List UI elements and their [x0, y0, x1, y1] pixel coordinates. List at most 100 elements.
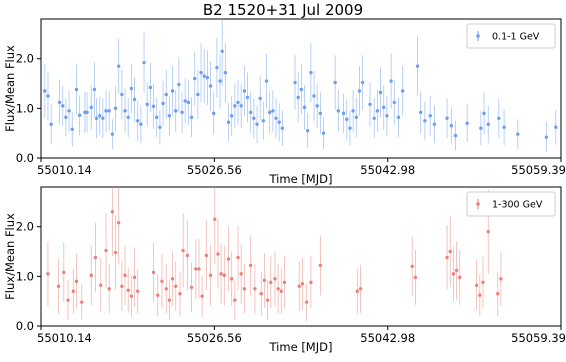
- data-point: [271, 109, 275, 113]
- data-point: [253, 287, 257, 291]
- data-point: [315, 104, 319, 108]
- data-point: [194, 267, 198, 271]
- legend-label: 0.1-1 GeV: [492, 32, 540, 43]
- data-point: [432, 122, 437, 126]
- data-point: [479, 126, 483, 130]
- data-point: [233, 104, 237, 108]
- data-point: [189, 285, 194, 289]
- data-point: [170, 277, 175, 281]
- data-point: [126, 115, 130, 119]
- data-point: [136, 119, 140, 123]
- data-point: [239, 104, 243, 108]
- data-point: [77, 113, 82, 118]
- data-point: [309, 280, 313, 285]
- data-point: [465, 121, 469, 125]
- x-axis-label: Time [MJD]: [269, 172, 333, 186]
- data-point: [132, 275, 137, 280]
- data-point: [333, 80, 337, 85]
- data-point: [223, 70, 228, 75]
- data-point: [151, 270, 156, 275]
- x-tick-label: 55042.98: [360, 331, 415, 345]
- data-point: [132, 97, 137, 102]
- data-point: [180, 110, 184, 115]
- data-point: [164, 287, 168, 291]
- data-point: [177, 82, 181, 87]
- data-point: [92, 87, 97, 92]
- data-point: [215, 65, 219, 70]
- data-point: [413, 275, 418, 280]
- data-point: [148, 85, 153, 90]
- data-point: [145, 102, 149, 107]
- data-point: [113, 250, 118, 255]
- data-point: [273, 277, 277, 281]
- x-tick-label: 55059.39: [511, 163, 566, 177]
- data-point: [454, 268, 459, 273]
- y-axis-label: Flux/Mean Flux: [3, 213, 17, 300]
- data-point: [104, 109, 108, 113]
- data-point: [502, 125, 506, 129]
- data-point: [389, 79, 393, 83]
- x-tick-label: 55026.56: [187, 331, 242, 345]
- x-tick-label: 55010.14: [37, 331, 92, 345]
- data-point: [229, 114, 234, 118]
- data-point: [181, 248, 185, 253]
- data-point: [178, 292, 182, 296]
- data-point: [449, 124, 453, 128]
- data-point: [428, 114, 432, 118]
- y-tick-label: 0.0: [16, 151, 34, 165]
- data-point: [164, 92, 168, 97]
- data-point: [98, 114, 102, 118]
- data-point: [486, 122, 490, 126]
- data-point: [280, 126, 285, 130]
- data-point: [158, 125, 162, 129]
- data-point: [46, 272, 50, 276]
- data-point: [451, 272, 456, 276]
- data-point: [345, 117, 349, 121]
- data-point: [375, 109, 380, 113]
- panel-bottom: 0.0 1.0 2.0 55010.14 55026.56 55042.98 55059.3…: [3, 186, 566, 354]
- data-point: [123, 109, 127, 113]
- data-point: [136, 289, 140, 293]
- data-point: [267, 110, 272, 115]
- data-point: [496, 292, 500, 296]
- data-point: [396, 115, 401, 119]
- data-point: [458, 275, 462, 280]
- data-point: [418, 110, 423, 115]
- data-point: [226, 120, 231, 124]
- data-point: [202, 74, 206, 78]
- data-point: [222, 273, 226, 278]
- data-point: [129, 294, 134, 298]
- data-point: [544, 135, 549, 139]
- data-point: [264, 79, 269, 83]
- data-point: [497, 116, 501, 120]
- data-point: [46, 94, 50, 98]
- x-axis-label: Time [MJD]: [269, 340, 333, 354]
- data-point: [193, 76, 197, 81]
- data-point: [174, 284, 178, 288]
- x-tick-label: 55042.98: [360, 163, 415, 177]
- data-point: [99, 283, 103, 287]
- data-point: [107, 109, 111, 113]
- data-point: [208, 84, 213, 88]
- data-point: [49, 122, 53, 126]
- data-point: [101, 116, 105, 120]
- y-tick-label: 2.0: [16, 220, 34, 234]
- data-point: [368, 102, 372, 107]
- data-point: [245, 95, 250, 100]
- data-point: [265, 298, 270, 302]
- data-point: [486, 229, 490, 234]
- data-point: [279, 289, 284, 293]
- data-point: [167, 298, 172, 302]
- data-point: [296, 95, 300, 100]
- data-point: [161, 101, 165, 106]
- x-tick-label: 55059.39: [511, 331, 566, 345]
- data-point: [110, 210, 115, 214]
- data-point: [142, 60, 146, 65]
- y-tick-label: 0.0: [16, 319, 34, 333]
- data-point: [80, 300, 84, 304]
- data-point: [348, 126, 352, 130]
- data-point: [167, 114, 172, 118]
- legend: 0.1-1 GeV: [466, 23, 556, 49]
- plot-frame: [40, 186, 562, 327]
